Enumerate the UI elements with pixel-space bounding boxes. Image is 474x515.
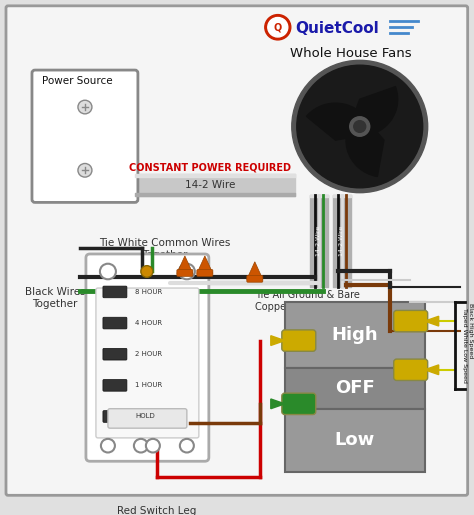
- Text: Black High Speed: Black High Speed: [468, 303, 473, 358]
- Text: CONSTANT POWER REQUIRED: CONSTANT POWER REQUIRED: [129, 162, 291, 173]
- Wedge shape: [347, 87, 398, 136]
- Text: Q: Q: [273, 22, 282, 32]
- FancyBboxPatch shape: [96, 288, 199, 438]
- Wedge shape: [346, 112, 384, 177]
- FancyBboxPatch shape: [103, 348, 127, 360]
- Text: Red Switch Leg: Red Switch Leg: [117, 506, 197, 515]
- Polygon shape: [197, 256, 213, 273]
- Text: 14-2 Wire: 14-2 Wire: [316, 226, 321, 256]
- FancyBboxPatch shape: [103, 317, 127, 329]
- Circle shape: [134, 439, 148, 453]
- Text: Tie White Common Wires
Together: Tie White Common Wires Together: [99, 238, 230, 260]
- Circle shape: [180, 439, 194, 453]
- FancyBboxPatch shape: [103, 286, 127, 298]
- FancyBboxPatch shape: [103, 410, 127, 422]
- FancyBboxPatch shape: [108, 409, 187, 428]
- Text: 4 HOUR: 4 HOUR: [135, 320, 162, 326]
- FancyBboxPatch shape: [394, 311, 428, 332]
- Polygon shape: [271, 399, 285, 409]
- Circle shape: [297, 65, 423, 188]
- FancyBboxPatch shape: [32, 70, 138, 202]
- Text: 1 HOUR: 1 HOUR: [135, 382, 162, 388]
- Text: High: High: [331, 326, 378, 344]
- Text: 8 HOUR: 8 HOUR: [135, 289, 162, 295]
- FancyBboxPatch shape: [177, 269, 193, 277]
- Bar: [285, 409, 425, 472]
- FancyBboxPatch shape: [103, 380, 127, 391]
- Polygon shape: [425, 316, 438, 326]
- Text: Taped White Low Speed: Taped White Low Speed: [462, 308, 467, 383]
- Text: Tie All Ground & Bare
Copper Wires Together: Tie All Ground & Bare Copper Wires Toget…: [255, 290, 365, 312]
- Circle shape: [354, 121, 366, 132]
- FancyBboxPatch shape: [86, 254, 209, 461]
- FancyBboxPatch shape: [6, 6, 468, 495]
- Bar: [285, 368, 425, 409]
- Wedge shape: [306, 103, 373, 140]
- Text: 14-2 Wire: 14-2 Wire: [339, 226, 344, 256]
- Circle shape: [78, 163, 92, 177]
- Text: 2 HOUR: 2 HOUR: [135, 351, 162, 357]
- Text: Black Wires
Together: Black Wires Together: [25, 287, 85, 308]
- Circle shape: [141, 266, 153, 278]
- Text: HOLD: HOLD: [135, 414, 155, 420]
- Circle shape: [265, 14, 291, 40]
- Text: OFF: OFF: [335, 379, 374, 397]
- Circle shape: [101, 439, 115, 453]
- Polygon shape: [177, 256, 193, 273]
- FancyBboxPatch shape: [394, 359, 428, 381]
- Circle shape: [78, 100, 92, 114]
- Polygon shape: [425, 365, 438, 374]
- Bar: [285, 302, 425, 368]
- Circle shape: [146, 439, 160, 453]
- Polygon shape: [271, 336, 285, 346]
- FancyBboxPatch shape: [197, 269, 213, 277]
- Text: 14-2 Wire: 14-2 Wire: [185, 180, 235, 190]
- Text: QuietCool: QuietCool: [295, 22, 379, 37]
- FancyBboxPatch shape: [282, 393, 316, 415]
- FancyBboxPatch shape: [247, 276, 263, 282]
- Text: Power Source: Power Source: [42, 76, 113, 86]
- Text: Low: Low: [335, 431, 375, 449]
- Text: Whole House Fans: Whole House Fans: [290, 47, 411, 60]
- Circle shape: [292, 60, 428, 193]
- Polygon shape: [247, 262, 263, 279]
- Circle shape: [268, 18, 288, 37]
- FancyBboxPatch shape: [282, 330, 316, 351]
- Circle shape: [350, 117, 370, 136]
- Circle shape: [179, 264, 195, 279]
- Circle shape: [100, 264, 116, 279]
